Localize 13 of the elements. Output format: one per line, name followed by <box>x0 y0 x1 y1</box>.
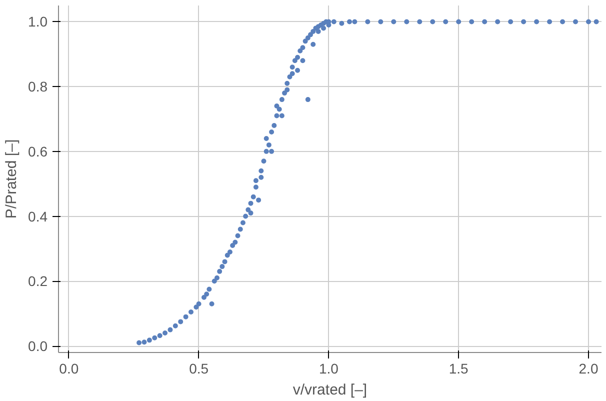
x-tick-label: 2.0 <box>578 360 598 376</box>
y-tick-label: 1.0 <box>28 14 48 30</box>
y-tick-label: 0.4 <box>28 208 48 224</box>
x-axis-title: v/vrated [–] <box>292 382 368 398</box>
x-tick-label: 0.0 <box>59 360 79 376</box>
y-tick-label: 0.2 <box>28 273 48 290</box>
y-tick-label: 0.6 <box>28 143 48 160</box>
y-axis-title: P/Prated [–] <box>3 139 20 219</box>
y-tick-label: 0.8 <box>28 78 48 95</box>
x-tick-label: 1.5 <box>448 360 469 376</box>
y-tick-label: 0.0 <box>28 338 48 354</box>
x-tick-label: 0.5 <box>189 360 209 376</box>
x-tick-label: 1.0 <box>318 360 339 376</box>
